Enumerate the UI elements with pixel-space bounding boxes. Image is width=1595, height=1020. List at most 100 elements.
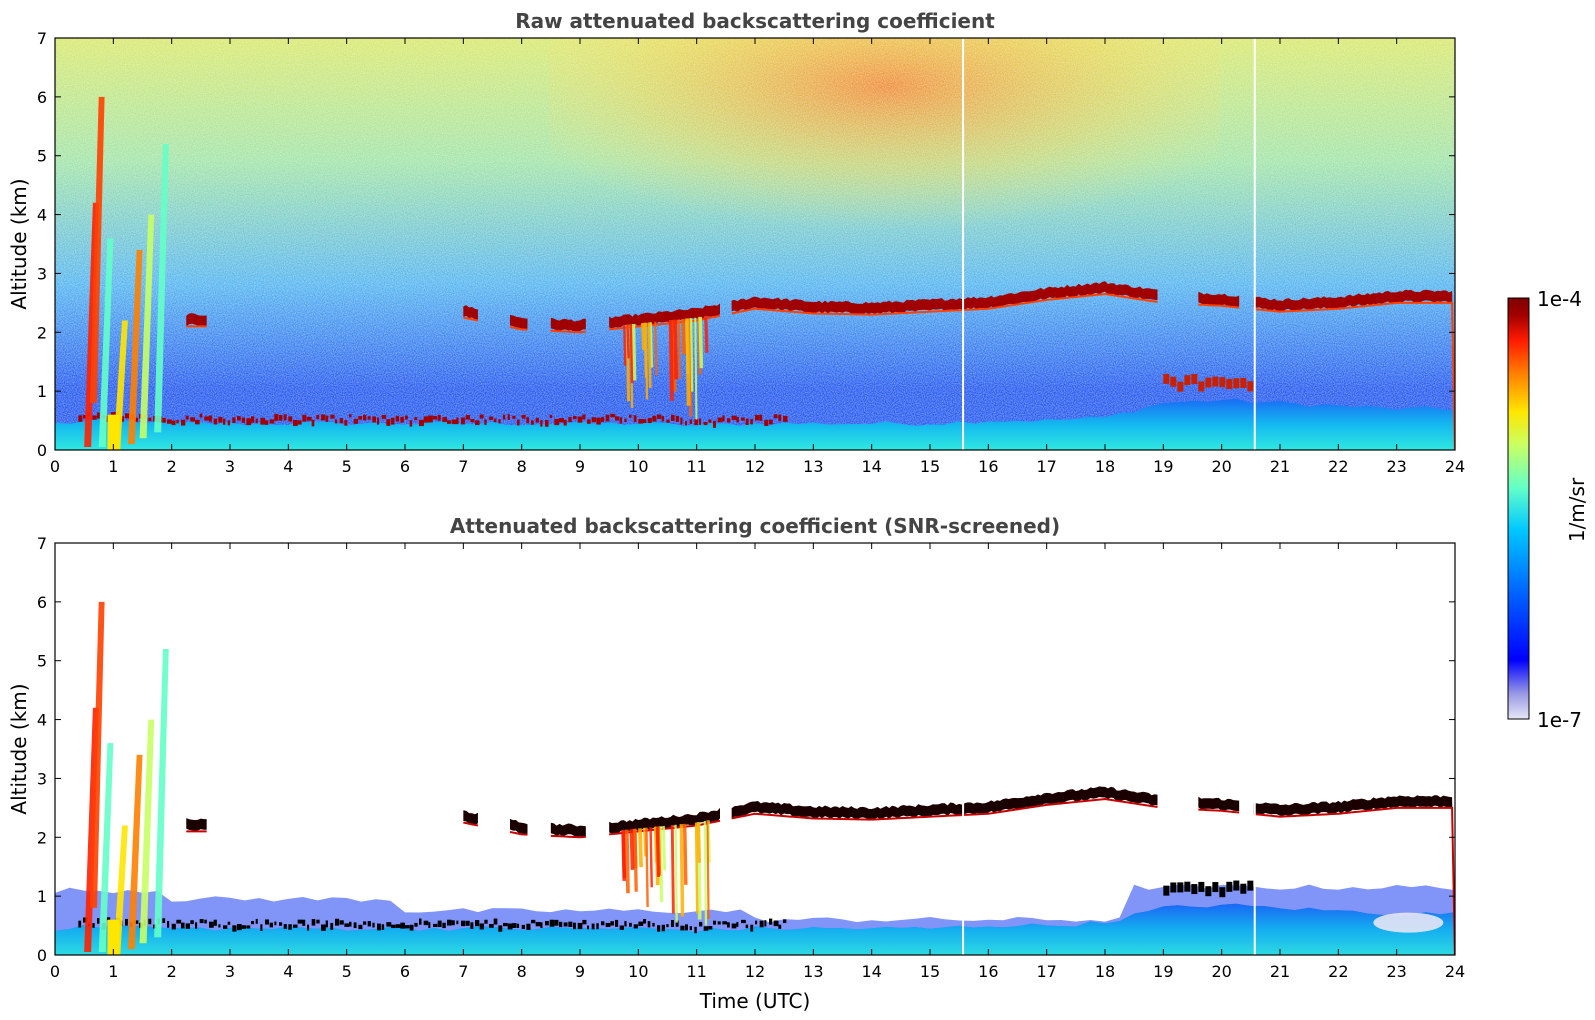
bl-top-speckle: [288, 924, 292, 930]
convective-plume: [127, 754, 143, 950]
fall-streak: [677, 319, 681, 379]
bl-top-speckle: [185, 415, 189, 420]
low-cloud-cell: [1233, 378, 1240, 389]
bl-top-speckle: [619, 417, 623, 424]
bl-top-speckle: [218, 416, 223, 423]
bl-top-speckle: [605, 922, 611, 928]
bl-top-speckle: [423, 416, 429, 423]
surface-hotspot: [107, 919, 120, 955]
boundary-layer: [55, 398, 1455, 450]
screened-backscatter-panel: Attenuated backscattering coefficient (S…: [7, 514, 1465, 1013]
low-cloud-cell: [1163, 885, 1170, 896]
y-tick-label: 0: [37, 946, 47, 965]
bl-top-speckle: [162, 417, 166, 423]
bl-top-speckle: [148, 417, 152, 422]
bl-top-speckle: [274, 921, 277, 926]
y-tick-label: 3: [37, 769, 47, 788]
bl-top-speckle: [344, 923, 350, 927]
convective-plume: [154, 648, 169, 938]
x-tick-label: 9: [575, 962, 585, 981]
bl-top-speckle: [577, 922, 583, 930]
x-tick-label: 10: [628, 962, 648, 981]
bl-top-speckle: [363, 414, 367, 421]
bl-top-speckle: [78, 920, 82, 928]
bl-top-speckle: [148, 918, 152, 925]
cloud-layer-segment: [186, 818, 207, 831]
bl-top-speckle: [577, 416, 583, 423]
low-cloud-cell: [1226, 379, 1233, 390]
low-cloud-cell: [1247, 880, 1254, 891]
low-cloud-cell: [1240, 883, 1247, 894]
bl-top-speckle: [232, 417, 236, 424]
bl-top-speckle: [727, 418, 731, 423]
bl-top-speckle: [83, 415, 88, 419]
bl-top-speckle: [176, 919, 182, 924]
x-tick-label: 3: [225, 962, 235, 981]
colorbar-max-label: 1e-4: [1537, 287, 1582, 311]
bl-top-speckle: [773, 920, 779, 927]
bl-top-speckle: [251, 416, 255, 423]
bl-top-speckle: [633, 924, 638, 929]
cloud-layer-segment: [510, 818, 528, 835]
low-cloud-cell: [1163, 373, 1170, 384]
bl-top-speckle: [265, 919, 270, 925]
bl-top-speckle: [512, 415, 516, 419]
fall-streak: [633, 828, 638, 892]
fall-streak: [698, 316, 704, 369]
colorbar: 1e-4 1e-7 1/m/sr: [1507, 287, 1589, 732]
bl-top-speckle: [783, 919, 787, 924]
bl-top-speckle: [419, 918, 422, 925]
bl-top-speckle: [582, 919, 587, 925]
x-tick-label: 14: [861, 457, 881, 476]
fall-streak: [668, 320, 674, 401]
fall-streak: [673, 319, 679, 380]
x-tick-label: 2: [167, 457, 177, 476]
bl-top-speckle: [694, 418, 699, 426]
bl-top-speckle: [624, 418, 627, 423]
bl-top-speckle: [386, 419, 391, 426]
cloud-layer-segment: [731, 786, 1158, 820]
raw-heatmap-area: [55, 38, 1455, 450]
cloud-layer-segment: [510, 314, 528, 330]
fall-streak: [704, 315, 709, 353]
low-cloud-cell: [1198, 381, 1205, 392]
screened-axis-ticks: 0 1 2 3 4 5 6 7 8 9 10 11 12 13 14 15 16 17 18 19 20 21 22 23 24…: [37, 534, 1465, 981]
bl-top-speckle: [731, 923, 737, 929]
low-cloud-cell: [1198, 881, 1205, 892]
bl-top-speckle: [209, 921, 214, 928]
fall-streak: [626, 324, 630, 359]
x-tick-label: 5: [342, 962, 352, 981]
cloud-base-edge: [731, 293, 1158, 316]
fall-streak: [647, 322, 652, 389]
bl-top-speckle: [125, 918, 128, 926]
x-tick-label: 12: [745, 457, 765, 476]
bl-top-speckle: [503, 922, 508, 927]
bl-top-speckle: [176, 419, 179, 424]
screened-features: [55, 543, 1455, 955]
cloud-layer-segment: [1198, 796, 1240, 812]
x-tick-label: 24: [1445, 457, 1465, 476]
bl-top-speckle: [759, 920, 764, 928]
bl-top-speckle: [703, 926, 709, 931]
bl-top-speckle: [778, 924, 782, 929]
bl-top-speckle: [540, 420, 543, 427]
bl-top-speckle: [246, 925, 251, 929]
raw-features: [55, 38, 1455, 450]
bl-top-speckle: [563, 419, 567, 426]
bl-top-speckle: [741, 417, 745, 421]
bl-top-speckle: [433, 415, 438, 420]
bl-top-speckle: [755, 414, 760, 421]
bl-top-speckle: [755, 920, 758, 925]
low-cloud-cell: [1226, 881, 1233, 892]
y-tick-label: 1: [37, 382, 47, 401]
bl-top-speckle: [97, 412, 100, 419]
fall-streak: [670, 825, 675, 914]
bl-top-speckle: [409, 924, 414, 931]
bl-top-speckle: [731, 415, 737, 420]
bl-top-speckle: [167, 419, 172, 424]
bl-top-speckle: [279, 922, 283, 926]
cloud-base-edge: [1253, 301, 1455, 450]
bl-top-speckle: [395, 415, 400, 422]
bl-top-speckle: [269, 922, 273, 928]
bl-top-speckle: [591, 417, 597, 423]
